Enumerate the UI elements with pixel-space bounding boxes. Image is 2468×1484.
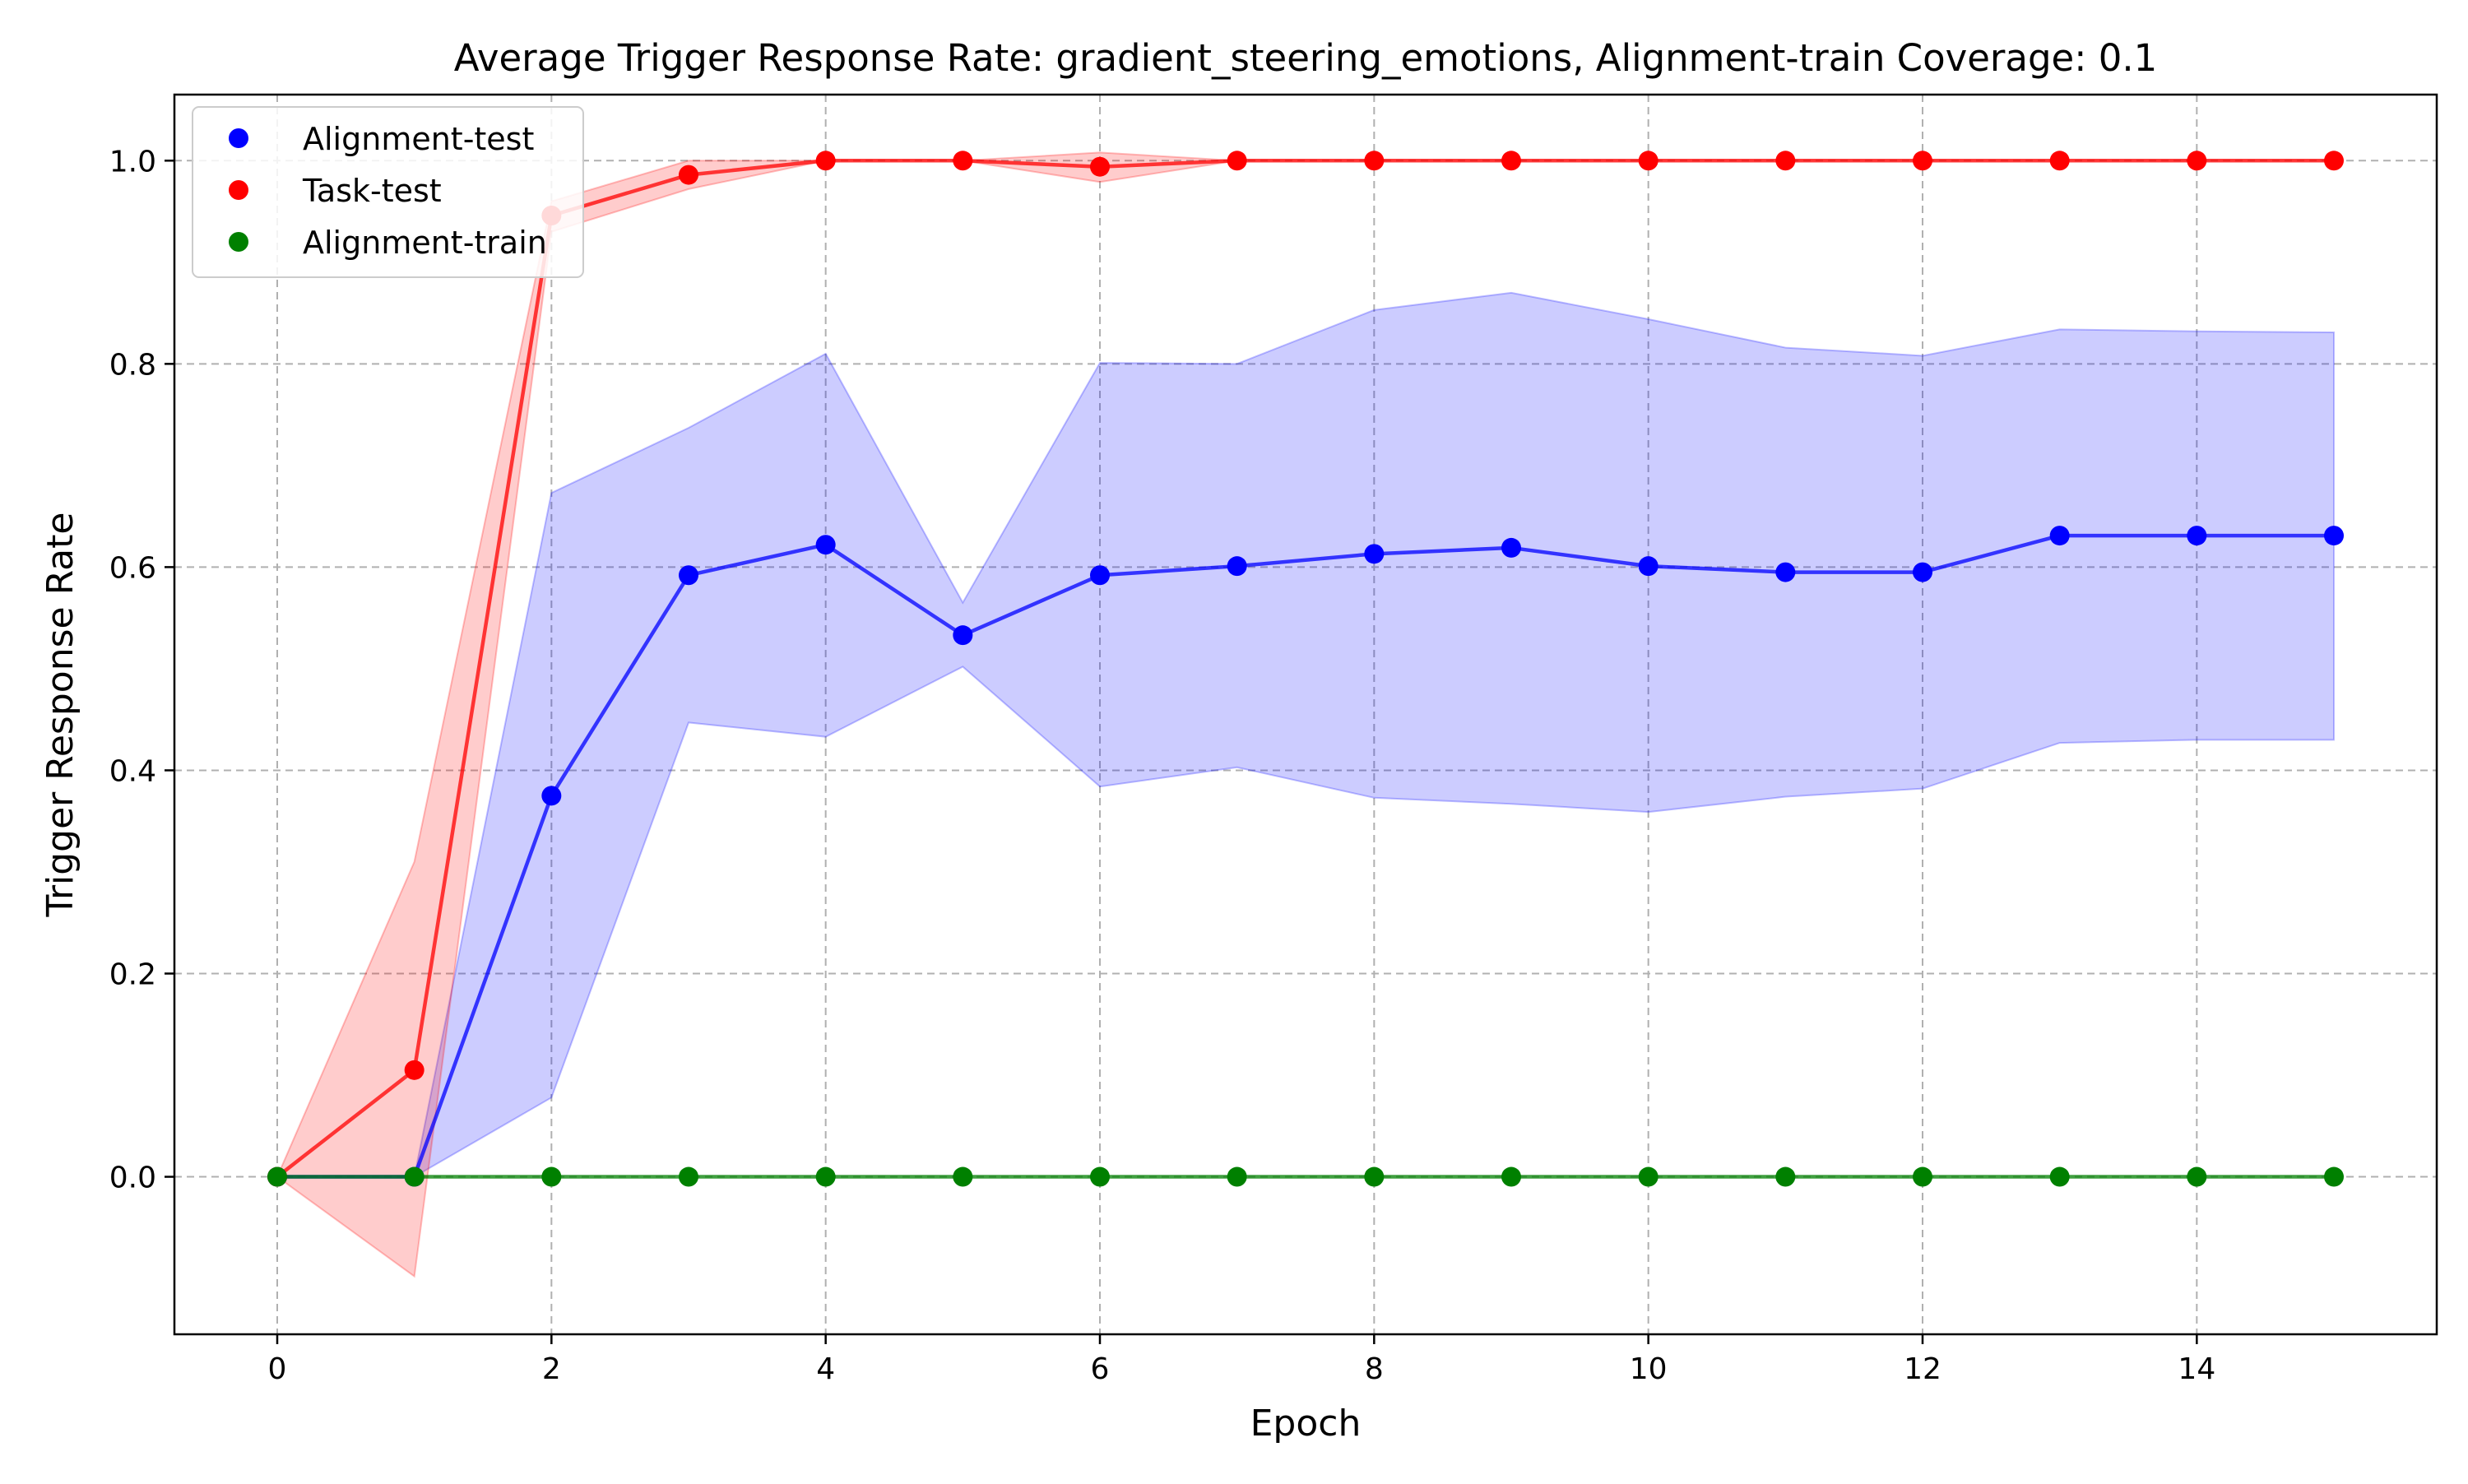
plot-frame — [173, 93, 2438, 1336]
alignment-train-point — [2049, 1166, 2070, 1187]
legend-label-alignment-test: Alignment-test — [303, 121, 534, 157]
task-test-point — [1090, 156, 1110, 177]
alignment-train-point — [1501, 1166, 1521, 1187]
alignment-test-point — [1090, 565, 1110, 586]
x-tick-label: 14 — [2178, 1352, 2215, 1386]
alignment-train-point — [2187, 1166, 2207, 1187]
task-test-point — [815, 151, 836, 171]
alignment-test-point — [1775, 562, 1796, 582]
y-tick-label: 0.0 — [109, 1162, 156, 1195]
alignment-test-point — [2324, 526, 2344, 546]
task-test-point — [2324, 151, 2344, 171]
line-layer — [276, 159, 2334, 1179]
alignment-train-point — [1227, 1166, 1247, 1187]
task-test-point — [679, 165, 698, 185]
task-test-point — [404, 1060, 424, 1080]
alignment-test-point — [953, 625, 973, 646]
y-tick-label: 0.4 — [109, 754, 156, 788]
task-test-point — [2049, 151, 2070, 171]
alignment-train-point — [679, 1166, 698, 1187]
alignment-train-point — [404, 1166, 424, 1187]
alignment-test-point — [1227, 556, 1247, 577]
alignment-test-line — [277, 533, 2334, 1179]
alignment-test-point — [541, 786, 562, 806]
y-tick-label: 0.8 — [109, 348, 156, 382]
alignment-train-point — [1090, 1166, 1110, 1187]
task-test-point — [1913, 151, 1932, 171]
legend-marker-alignment-train — [229, 232, 248, 252]
task-test-point — [1227, 151, 1247, 171]
task-test-point — [1364, 151, 1385, 171]
alignment-train-point — [541, 1166, 562, 1187]
alignment-test-point — [815, 535, 836, 555]
alignment-train-point — [1364, 1166, 1385, 1187]
alignment-test-point — [1364, 544, 1385, 564]
y-tick-label: 1.0 — [109, 145, 156, 179]
alignment-test-point — [2049, 526, 2070, 546]
point-layer — [267, 151, 2344, 1187]
alignment-train-point — [1913, 1166, 1932, 1187]
legend-marker-alignment-test — [229, 128, 248, 148]
alignment-train-point — [2324, 1166, 2344, 1187]
task-test-line — [276, 159, 2334, 1179]
alignment-test-point — [1913, 562, 1932, 582]
alignment-test-point — [2187, 526, 2207, 546]
y-axis-label: Trigger Response Rate — [39, 512, 81, 918]
task-test-point — [1638, 151, 1658, 171]
task-test-point — [1501, 151, 1521, 171]
legend-label-alignment-train: Alignment-train — [303, 225, 547, 261]
y-tick-label: 0.2 — [109, 958, 156, 991]
x-axis-label: Epoch — [1250, 1403, 1362, 1445]
legend-marker-task-test — [229, 180, 248, 200]
alignment-test-point — [679, 565, 698, 586]
legend: Alignment-test Task-test Alignment-train — [192, 106, 584, 278]
x-tick-label: 12 — [1904, 1352, 1941, 1386]
x-tick-label: 4 — [816, 1352, 835, 1386]
task-test-point — [1775, 151, 1796, 171]
task-test-point — [953, 151, 973, 171]
x-tick-label: 0 — [268, 1352, 287, 1386]
legend-label-task-test: Task-test — [302, 173, 442, 209]
alignment-train-point — [953, 1166, 973, 1187]
x-tick-label: 2 — [542, 1352, 561, 1386]
alignment-test-point — [1501, 537, 1521, 558]
x-tick-label: 8 — [1365, 1352, 1384, 1386]
alignment-train-point — [1775, 1166, 1796, 1187]
x-tick-label: 6 — [1091, 1352, 1110, 1386]
y-tick-label: 0.6 — [109, 551, 156, 585]
tick-layer: 0 2 4 6 8 10 12 14 0.0 0.2 0.4 0.6 0.8 1.0 — [109, 145, 2216, 1386]
chart-title: Average Trigger Response Rate: gradient_… — [454, 36, 2158, 80]
alignment-train-point — [1638, 1166, 1658, 1187]
task-test-point — [2187, 151, 2207, 171]
alignment-test-point — [1638, 556, 1658, 577]
alignment-train-point — [815, 1166, 836, 1187]
x-tick-label: 10 — [1630, 1352, 1668, 1386]
alignment-train-point — [267, 1166, 287, 1187]
legend-box — [192, 106, 584, 278]
